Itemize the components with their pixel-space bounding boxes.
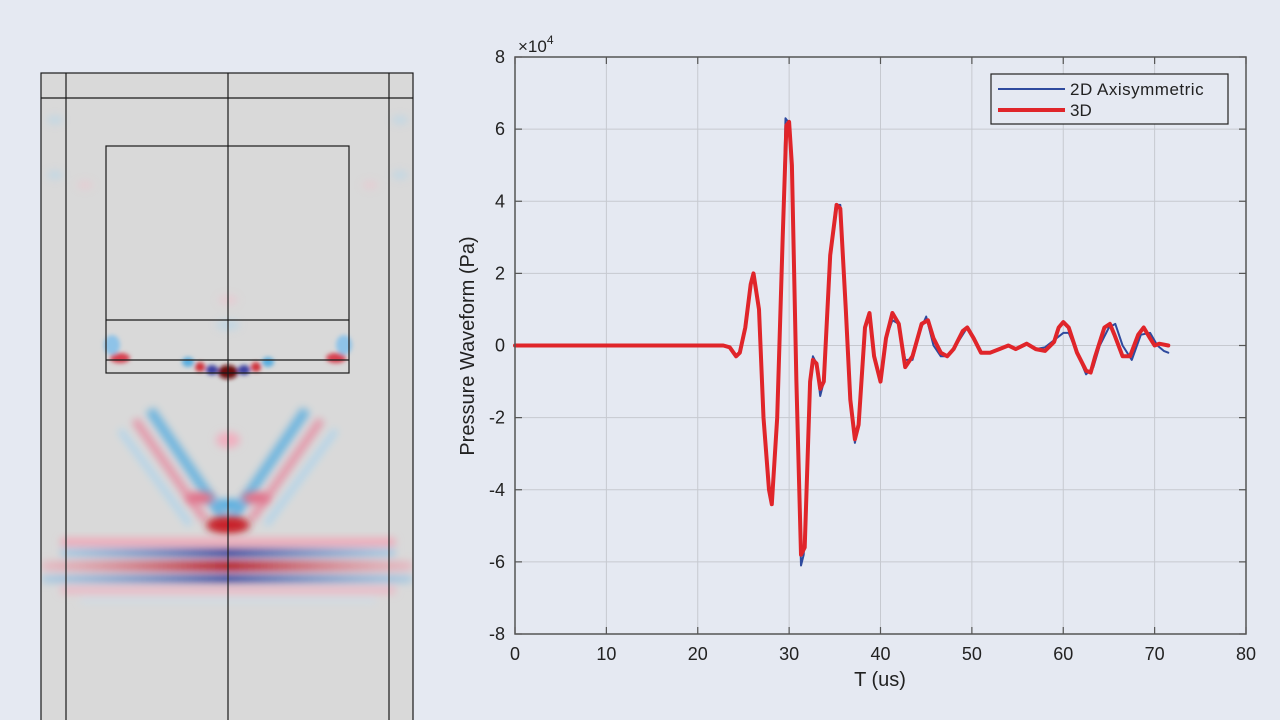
x-tick-label: 70	[1145, 644, 1165, 664]
x-tick-label: 40	[870, 644, 890, 664]
x-tick-label: 50	[962, 644, 982, 664]
y-tick-label: 6	[495, 119, 505, 139]
y-tick-label: 4	[495, 191, 505, 211]
grid-lines	[515, 57, 1246, 634]
legend: 2D Axisymmetric 3D	[990, 73, 1229, 125]
series-line-0	[514, 117, 1170, 567]
x-tick-label: 10	[596, 644, 616, 664]
y-tick-label: 0	[495, 336, 505, 356]
x-tick-label: 60	[1053, 644, 1073, 664]
legend-label-3d: 3D	[1070, 101, 1092, 120]
pressure-field-simulation	[40, 72, 414, 720]
simulation-domain	[41, 73, 413, 720]
data-series	[513, 117, 1171, 567]
y-tick-label: -6	[489, 552, 505, 572]
y-tick-label: -4	[489, 480, 505, 500]
plot-frame	[514, 56, 1247, 635]
geometry-outline	[40, 72, 414, 720]
x-tick-label: 80	[1236, 644, 1256, 664]
series-line-1	[513, 119, 1171, 557]
x-tick-label: 30	[779, 644, 799, 664]
legend-label-2d: 2D Axisymmetric	[1070, 80, 1204, 99]
y-multiplier: ×104	[518, 33, 554, 56]
y-tick-label: -8	[489, 624, 505, 644]
x-axis-label: T (us)	[854, 669, 906, 691]
x-tick-label: 20	[688, 644, 708, 664]
x-tick-label: 0	[510, 644, 520, 664]
y-tick-label: -2	[489, 408, 505, 428]
y-axis-label: Pressure Waveform (Pa)	[457, 236, 479, 455]
y-tick-label: 8	[495, 47, 505, 67]
y-tick-label: 2	[495, 263, 505, 283]
